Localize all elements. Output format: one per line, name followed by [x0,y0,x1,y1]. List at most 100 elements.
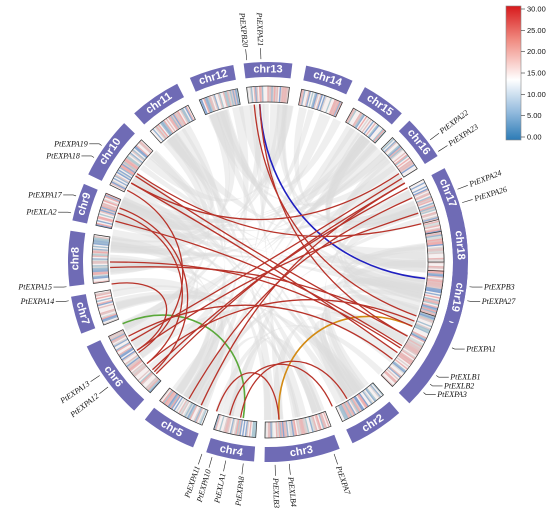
heat-cell [182,401,192,417]
heat-cell [120,349,135,360]
heat-cell [321,412,329,428]
heat-cell [119,348,134,359]
heat-cell [397,354,412,366]
heat-cell [355,395,366,410]
heatmap-outline [159,387,209,426]
heat-cell [423,296,440,303]
gene-label: PtEXPA3 [436,390,467,399]
heat-cell [371,127,384,141]
heat-cell [304,90,311,107]
heat-cell [424,293,441,298]
heat-cell [412,329,428,339]
scale-tick-label: 15.00 [527,69,546,78]
heat-cell [390,363,404,376]
heat-cell [398,352,413,364]
heat-cell [249,86,253,103]
heat-cell [214,93,222,110]
heat-cell [146,378,160,391]
heat-cell [370,383,383,397]
scale-tick-label: 5.00 [527,111,542,120]
heatmap-outline [149,104,196,144]
heat-cell [120,164,136,175]
heat-cell [230,89,236,106]
heat-cell [317,413,325,430]
gene-tick [429,132,440,141]
heat-cell [99,209,116,217]
heat-cell [92,277,109,281]
ideogram-chr17 [431,168,463,218]
heat-cell [104,195,120,204]
background-synteny-ribbon [116,151,204,231]
heat-cell [130,362,145,374]
heat-cell [184,106,194,122]
heat-cell [403,345,419,356]
chromosome-label: chr7 [74,301,92,327]
heat-cell [175,111,186,126]
heat-cell [357,393,368,408]
heat-cell [343,402,353,418]
heat-cell [193,407,203,423]
heat-cell [101,203,118,211]
heatmap-chr5 [159,387,209,426]
heat-cell [125,157,140,169]
heat-cell [419,206,436,213]
link-red-8 [136,173,422,238]
heat-cell [204,97,212,113]
heat-cell [344,401,354,417]
heat-cell [201,98,210,114]
ideogram-chr4 [206,437,256,462]
heat-cell [402,347,417,358]
link-red-25 [200,182,406,406]
heat-cell [292,419,298,436]
heat-cell [349,110,360,126]
heatmap-outline [380,137,418,178]
heat-cell [389,364,403,377]
heat-cell [395,356,410,368]
background-synteny-ribbon [209,112,362,395]
heat-cell [225,90,231,107]
heat-cell [381,373,395,386]
heat-cell [337,405,347,421]
heat-cell [404,344,420,354]
heat-cell [160,388,172,403]
heat-cell [364,388,376,403]
gene-label: PtEXLB3 [271,477,281,509]
heat-cell [196,408,205,424]
ideogram-chr14 [303,65,353,95]
heat-cell [358,116,369,131]
heat-cell [389,147,403,160]
link-red-10 [135,175,408,337]
heat-cell [422,302,439,309]
heat-cell [417,199,434,207]
heat-cell [110,332,126,342]
background-synteny-ribbon [334,156,420,316]
heat-cell [380,374,394,387]
heatmap-outline [91,234,111,284]
heatmap-outline [264,410,332,439]
heat-cell [191,406,200,422]
gene-label: PtEXPA1 [465,345,496,354]
heat-cell [92,272,109,276]
ideogram-chr8 [68,230,86,287]
heat-cell [299,89,305,106]
heat-cell [365,387,377,402]
heat-cell [405,343,420,353]
gene-tick [438,145,448,152]
heat-cell [425,232,442,238]
gene-tick [81,155,95,158]
chromosome-label: chr8 [69,247,81,270]
heat-cell [318,94,325,111]
heat-cell [246,87,251,104]
link-green-1 [122,314,246,419]
link-red-18 [111,282,168,351]
heat-cell [101,204,117,212]
chromosome-label: chr3 [289,444,314,460]
heat-cell [412,328,429,337]
heat-cell [365,122,377,137]
heat-cell [339,404,349,420]
heat-cell [132,148,146,161]
heat-cell [111,179,127,189]
link-blue-0 [258,104,426,280]
heat-cell [219,415,226,432]
heat-cell [142,374,156,388]
